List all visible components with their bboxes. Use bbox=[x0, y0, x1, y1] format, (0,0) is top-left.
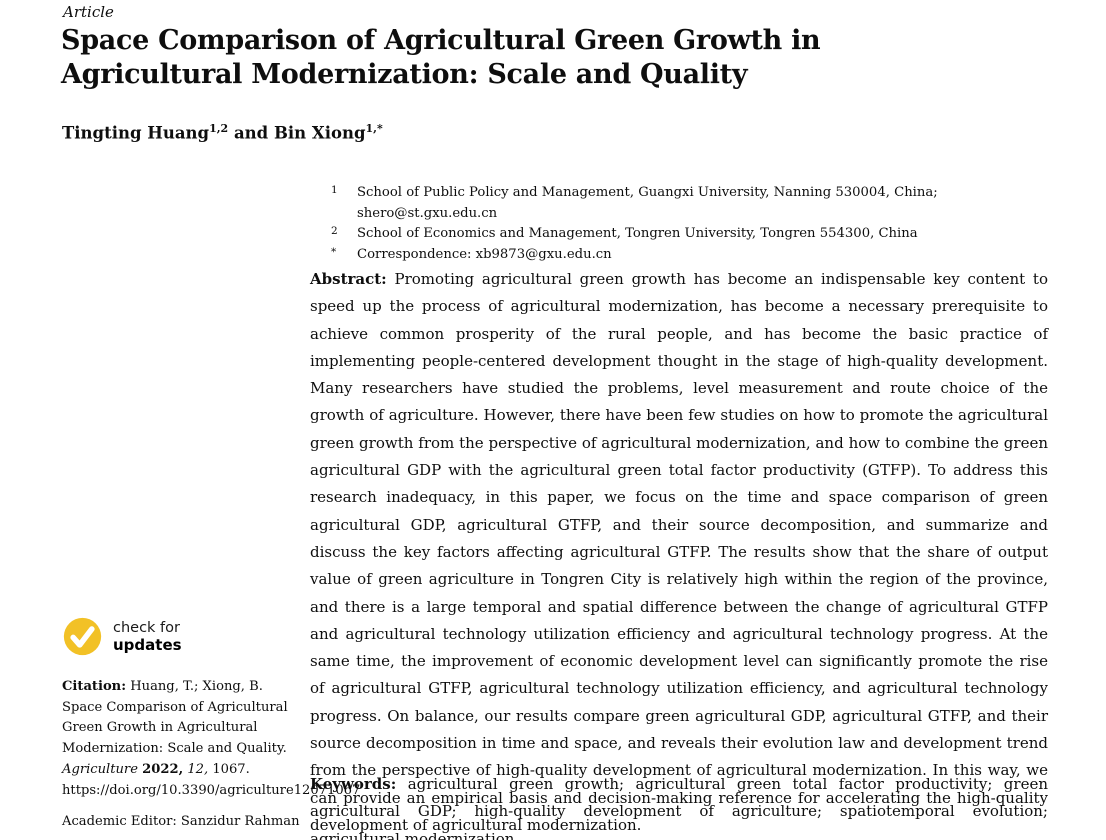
citation-year: 2022, bbox=[142, 761, 184, 777]
affiliation-marker-1: 1 bbox=[331, 184, 338, 196]
affiliation-marker-2: 2 bbox=[331, 225, 338, 238]
citation-label: Citation: bbox=[62, 679, 127, 694]
academic-editor-line: Academic Editor: Sanzidur Rahman bbox=[62, 814, 300, 829]
citation-journal: Agriculture bbox=[62, 761, 138, 777]
author-1-affiliation-sup: 1,2 bbox=[209, 122, 229, 135]
article-type-label: Article bbox=[63, 3, 114, 21]
affiliation-row-correspondence: * Correspondence: xb9873@gxu.edu.cn bbox=[331, 245, 1053, 266]
affiliations-block: 1 School of Public Policy and Management… bbox=[331, 183, 1053, 265]
affiliation-text-1: School of Public Policy and Management, … bbox=[357, 185, 938, 221]
author-2-affiliation-sup: 1,* bbox=[365, 122, 383, 135]
citation-volume: 12, bbox=[187, 761, 209, 777]
badge-line-2: updates bbox=[113, 636, 182, 654]
keywords-text: agricultural green growth; agricultural … bbox=[310, 775, 1048, 840]
citation-pages: 1067. bbox=[212, 761, 250, 777]
abstract-text: Promoting agricultural green growth has … bbox=[310, 270, 1048, 834]
keywords-label: Keywords: bbox=[310, 775, 397, 793]
paper-title-line1: Space Comparison of Agricultural Green G… bbox=[61, 25, 821, 56]
citation-block: Citation: Huang, T.; Xiong, B. Space Com… bbox=[62, 677, 360, 801]
paper-title-line2: Agricultural Modernization: Scale and Qu… bbox=[61, 59, 748, 90]
correspondence-text: Correspondence: xb9873@gxu.edu.cn bbox=[357, 246, 612, 262]
citation-text: Huang, T.; Xiong, B. Space Comparison of… bbox=[62, 679, 288, 757]
affiliation-text-2: School of Economics and Management, Tong… bbox=[357, 226, 918, 242]
abstract-paragraph: Abstract: Promoting agricultural green g… bbox=[310, 266, 1048, 839]
author-2: Bin Xiong bbox=[273, 123, 366, 143]
keywords-paragraph: Keywords: agricultural green growth; agr… bbox=[310, 771, 1048, 840]
check-for-updates-badge[interactable]: check for updates bbox=[62, 616, 182, 657]
doi-link[interactable]: https://doi.org/10.3390/agriculture12071… bbox=[62, 782, 361, 798]
affiliation-marker-correspondence: * bbox=[331, 245, 337, 258]
abstract-label: Abstract: bbox=[310, 270, 387, 288]
check-icon bbox=[62, 616, 103, 657]
author-line: Tingting Huang1,2 and Bin Xiong1,* bbox=[62, 118, 383, 145]
author-1: Tingting Huang bbox=[62, 123, 210, 143]
paper-title: Space Comparison of Agricultural Green G… bbox=[61, 24, 901, 92]
affiliation-row-2: 2 School of Economics and Management, To… bbox=[331, 224, 1053, 245]
affiliation-row-1: 1 School of Public Policy and Management… bbox=[331, 183, 1053, 224]
check-for-updates-label: check for updates bbox=[113, 620, 182, 653]
author-connector: and bbox=[233, 123, 269, 143]
badge-line-1: check for bbox=[113, 620, 180, 636]
